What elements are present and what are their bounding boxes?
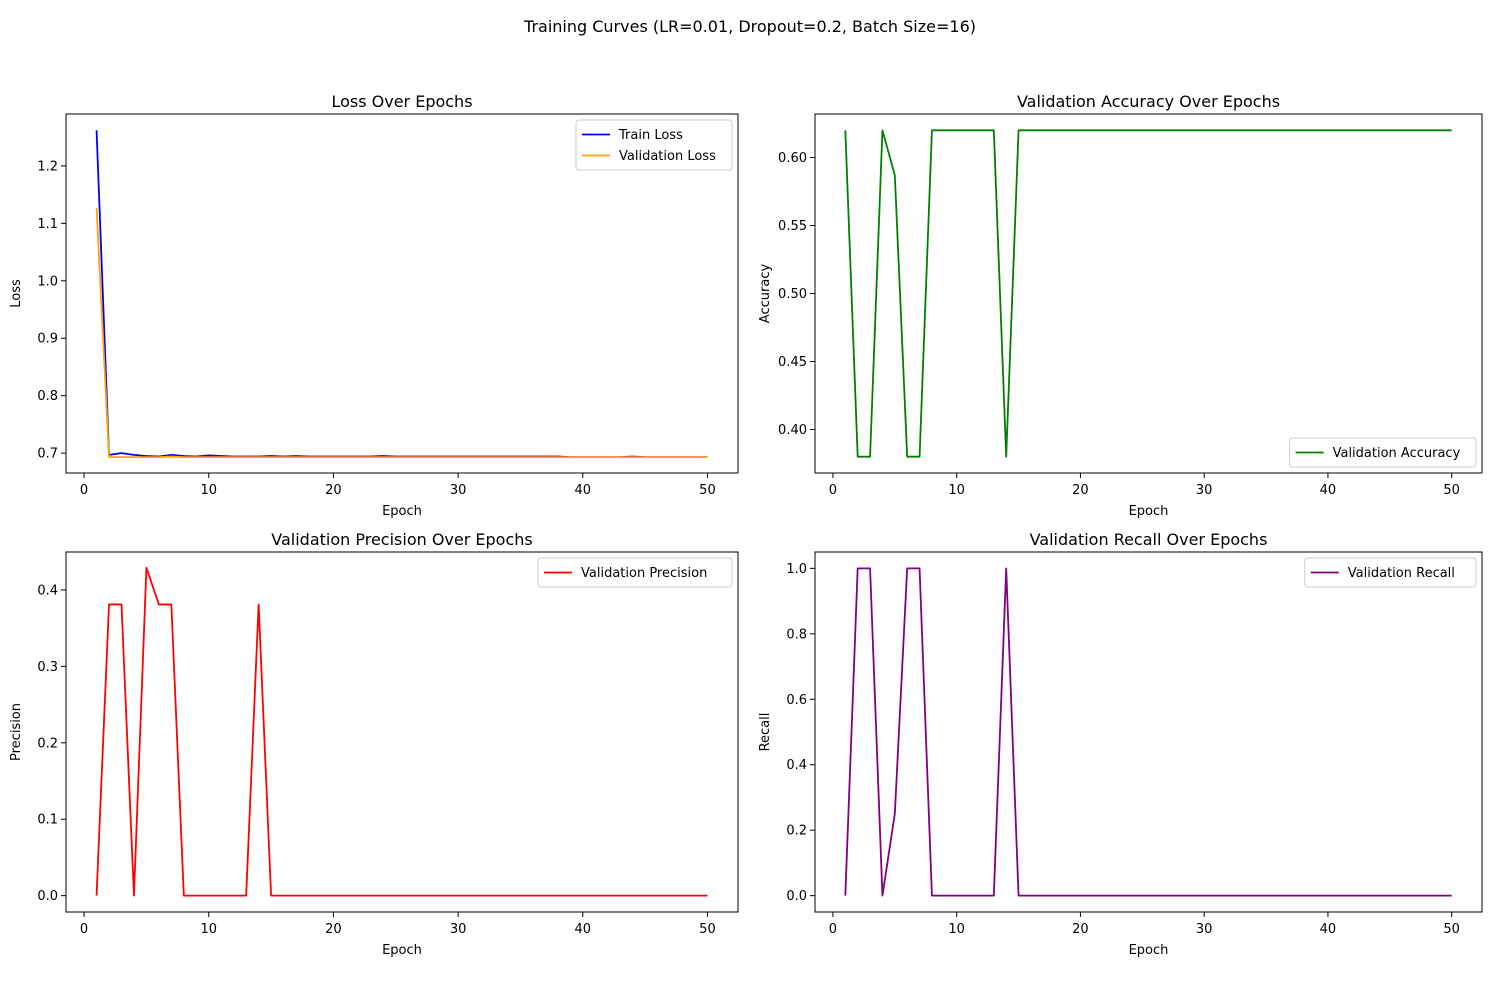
loss-xtick-label: 20: [325, 483, 342, 498]
recall-xtick-label: 40: [1320, 922, 1337, 937]
recall-chart-title: Validation Recall Over Epochs: [1030, 530, 1268, 549]
loss-legend: Train Loss Validation Loss: [575, 119, 733, 171]
precision-xtick-label: 50: [699, 922, 716, 937]
accuracy-xtick-label: 20: [1072, 483, 1089, 498]
recall-ytick-label: 0.6: [786, 693, 807, 708]
precision-x-axis-label: Epoch: [382, 943, 422, 958]
precision-ytick-label: 0.1: [37, 813, 58, 828]
accuracy-y-axis-label: Accuracy: [758, 264, 773, 324]
precision-xtick-label: 20: [325, 922, 342, 937]
precision-xtick-label: 0: [80, 922, 88, 937]
accuracy-ytick-label: 0.50: [778, 287, 807, 302]
precision-y-axis-label: Precision: [9, 703, 24, 761]
precision-ytick-label: 0.2: [37, 736, 58, 751]
series-line-validation-accuracy: [844, 129, 1452, 458]
loss-ytick-label: 1.2: [37, 159, 58, 174]
recall-x-axis-label: Epoch: [1129, 943, 1169, 958]
loss-ytick-label: 0.9: [37, 332, 58, 347]
accuracy-ytick-label: 0.40: [778, 423, 807, 438]
loss-chart-title: Loss Over Epochs: [331, 92, 472, 111]
precision-chart-title: Validation Precision Over Epochs: [271, 530, 532, 549]
accuracy-x-axis-label: Epoch: [1129, 504, 1169, 519]
accuracy-ytick-label: 0.55: [778, 219, 807, 234]
recall-legend-label: Validation Recall: [1348, 566, 1455, 581]
series-line-validation-recall: [844, 567, 1452, 897]
accuracy-xtick-label: 50: [1443, 483, 1460, 498]
loss-xtick-label: 50: [699, 483, 716, 498]
recall-xtick-label: 10: [948, 922, 965, 937]
loss-chart: Loss Over Epochs 0 10 20 30 40 50 0.7 0.8 0.9 1.0 1…: [9, 92, 739, 519]
series-line-validation-precision: [95, 566, 708, 897]
precision-plot-area: [65, 551, 739, 913]
loss-y-axis-label: Loss: [9, 279, 24, 308]
accuracy-xtick-label: 10: [948, 483, 965, 498]
precision-legend-label: Validation Precision: [581, 566, 707, 581]
precision-ytick-label: 0.3: [37, 660, 58, 675]
recall-legend: Validation Recall: [1304, 557, 1477, 588]
accuracy-ytick-label: 0.60: [778, 151, 807, 166]
accuracy-legend-box: [1289, 437, 1477, 468]
recall-ytick-label: 0.8: [786, 627, 807, 642]
loss-ytick-label: 1.0: [37, 274, 58, 289]
loss-xtick-label: 10: [200, 483, 217, 498]
loss-xtick-label: 0: [80, 483, 88, 498]
accuracy-legend-label: Validation Accuracy: [1333, 446, 1461, 461]
precision-legend-box: [537, 557, 733, 588]
accuracy-chart-title: Validation Accuracy Over Epochs: [1017, 92, 1280, 111]
loss-x-axis-label: Epoch: [382, 504, 422, 519]
loss-xtick-label: 30: [450, 483, 467, 498]
recall-plot-area: [814, 551, 1483, 913]
accuracy-xtick-label: 30: [1196, 483, 1213, 498]
loss-legend-box: [575, 119, 733, 171]
accuracy-chart: Validation Accuracy Over Epochs 0 10 20 30 40…: [758, 92, 1483, 519]
precision-xtick-label: 10: [200, 922, 217, 937]
recall-ytick-label: 0.0: [786, 889, 807, 904]
recall-y-axis-label: Recall: [758, 713, 773, 752]
recall-legend-box: [1304, 557, 1477, 588]
recall-chart: Validation Recall Over Epochs 0 10 20 30 40 50…: [758, 530, 1483, 958]
accuracy-ytick-label: 0.45: [778, 355, 807, 370]
figure-suptitle: Training Curves (LR=0.01, Dropout=0.2, B…: [523, 17, 976, 36]
accuracy-legend: Validation Accuracy: [1289, 437, 1477, 468]
precision-ytick-label: 0.4: [37, 583, 58, 598]
accuracy-plot-area: [814, 113, 1483, 474]
loss-plot-area: [65, 113, 739, 474]
loss-ytick-label: 0.8: [37, 389, 58, 404]
loss-ytick-label: 1.1: [37, 217, 58, 232]
precision-xtick-label: 30: [450, 922, 467, 937]
accuracy-xtick-label: 0: [829, 483, 837, 498]
precision-xtick-label: 40: [575, 922, 592, 937]
precision-legend: Validation Precision: [537, 557, 733, 588]
precision-chart: Validation Precision Over Epochs 0 10 20 30 4…: [9, 530, 739, 958]
loss-legend-label: Train Loss: [618, 128, 683, 143]
precision-ytick-label: 0.0: [37, 889, 58, 904]
recall-ytick-label: 1.0: [786, 562, 807, 577]
recall-xtick-label: 0: [829, 922, 837, 937]
recall-ytick-label: 0.4: [786, 758, 807, 773]
recall-xtick-label: 30: [1196, 922, 1213, 937]
recall-ytick-label: 0.2: [786, 824, 807, 839]
series-line-validation-loss: [95, 207, 708, 459]
loss-legend-label: Validation Loss: [619, 149, 716, 164]
loss-xtick-label: 40: [575, 483, 592, 498]
accuracy-xtick-label: 40: [1320, 483, 1337, 498]
recall-xtick-label: 20: [1072, 922, 1089, 937]
recall-xtick-label: 50: [1443, 922, 1460, 937]
loss-ytick-label: 0.7: [37, 447, 58, 462]
